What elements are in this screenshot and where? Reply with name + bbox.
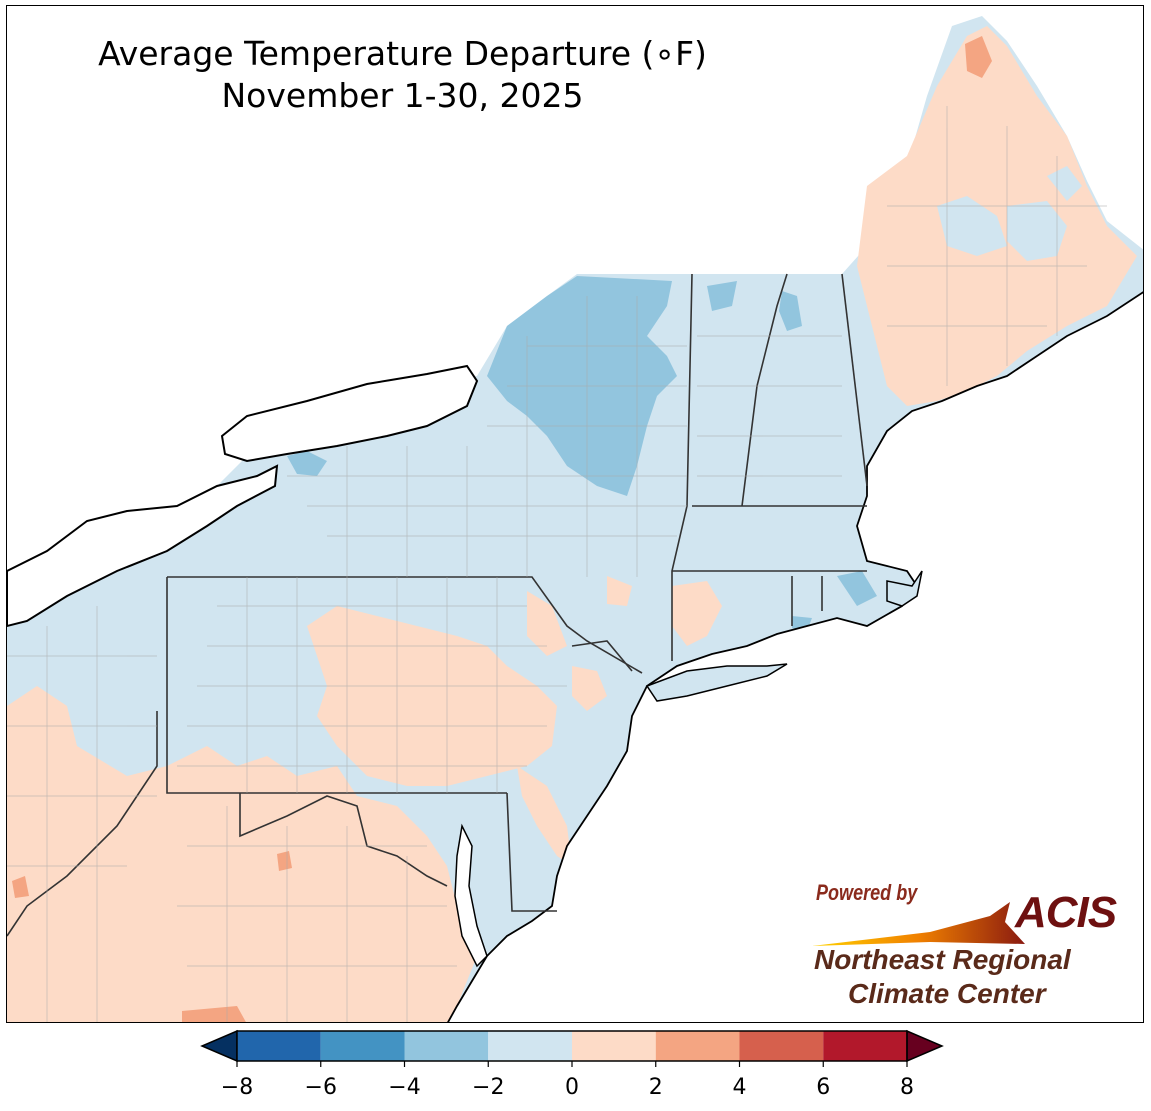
- colorbar-tick-label: 4: [732, 1075, 747, 1100]
- colorbar-bin: [320, 1031, 405, 1061]
- strong-warm-spots: [12, 36, 992, 1022]
- map-title: Average Temperature Departure (∘F): [98, 34, 707, 73]
- acis-nrcc-logo: Powered by ACIS Northeast Regional Clima…: [810, 880, 1130, 1015]
- colorbar-under-arrow: [200, 1029, 238, 1063]
- temperature-departure-map: [7, 16, 1143, 1022]
- chesapeake-bay: [454, 823, 488, 968]
- colorbar-tick-label: 8: [900, 1075, 914, 1100]
- long-island: [645, 663, 788, 702]
- acis-logo-text: ACIS: [1015, 888, 1117, 937]
- colorbar-bin: [488, 1031, 572, 1061]
- colorbar-bin: [404, 1031, 489, 1061]
- colorbar-over-arrow: [906, 1029, 944, 1063]
- cool-patches-maine: [937, 166, 1082, 261]
- colorbar-tick-label: −2: [472, 1075, 505, 1100]
- map-frame: [6, 5, 1144, 1023]
- acis-swoosh-icon: [812, 902, 1025, 946]
- colorbar-bin: [655, 1031, 740, 1061]
- lake-erie: [7, 464, 279, 628]
- lake-ontario: [220, 364, 479, 463]
- colorbar-tick-label: 0: [565, 1075, 579, 1100]
- colorbar-bin: [823, 1031, 907, 1061]
- cape-cod: [886, 570, 923, 607]
- colorbar-tick-label: −4: [388, 1075, 421, 1100]
- org-name-line2: Climate Center: [848, 978, 1046, 1009]
- county-borders: [7, 106, 1107, 1022]
- atlantic-ocean: [447, 291, 1143, 1022]
- colorbar-tick-label: 2: [648, 1075, 663, 1100]
- colorbar-tick-label: −8: [220, 1075, 254, 1100]
- colorbar-tick-label: −6: [304, 1075, 337, 1100]
- colorbar-bin: [237, 1031, 321, 1061]
- state-borders: [7, 273, 868, 937]
- map-subtitle: November 1-30, 2025: [221, 76, 584, 115]
- colorbar-bin: [572, 1031, 656, 1061]
- colorbar: [200, 1029, 944, 1067]
- org-name-line1: Northeast Regional: [814, 944, 1071, 975]
- colorbar-tick-label: 6: [816, 1075, 831, 1100]
- colorbar-bin: [739, 1031, 824, 1061]
- powered-by-label: Powered by: [816, 880, 918, 905]
